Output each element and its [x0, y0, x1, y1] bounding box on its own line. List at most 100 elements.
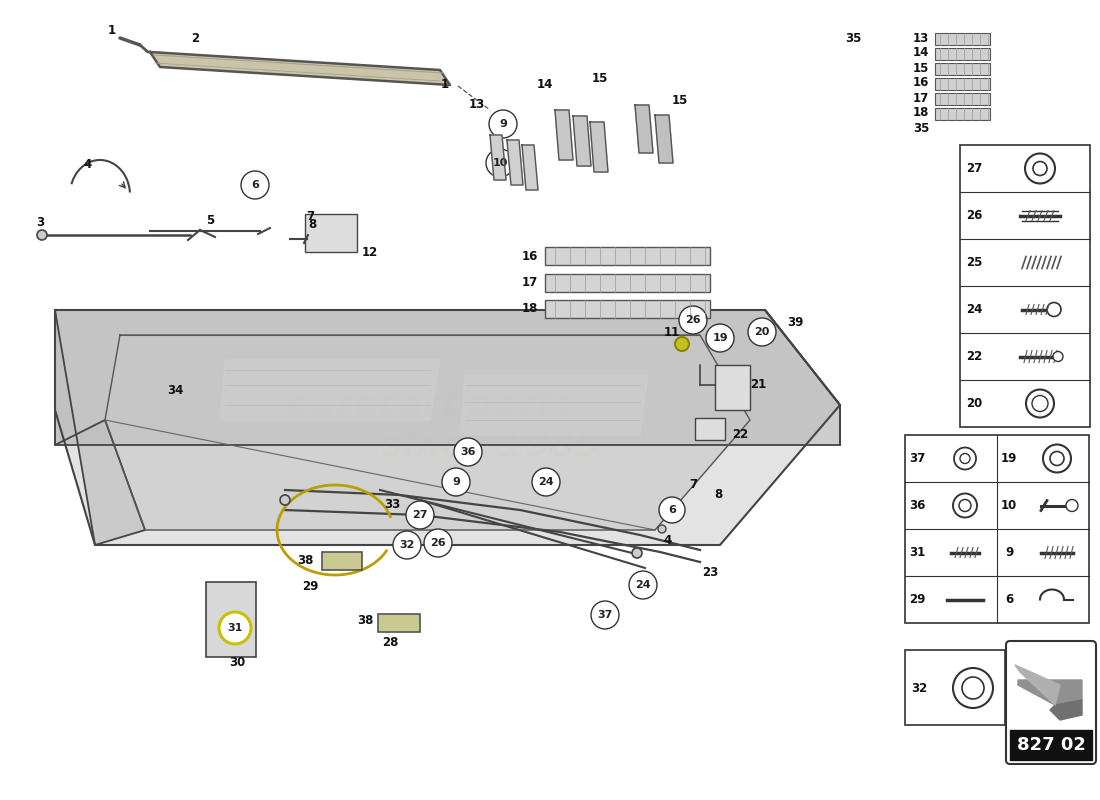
- Polygon shape: [55, 310, 145, 545]
- Polygon shape: [1015, 665, 1060, 705]
- Bar: [322, 552, 362, 570]
- Bar: [905, 435, 1089, 623]
- Polygon shape: [55, 310, 840, 545]
- Text: 827 02: 827 02: [1016, 736, 1086, 754]
- Text: 9: 9: [499, 119, 507, 129]
- Text: 38: 38: [356, 614, 373, 626]
- Text: 34: 34: [167, 383, 184, 397]
- Text: 24: 24: [635, 580, 651, 590]
- Circle shape: [424, 529, 452, 557]
- Text: 10: 10: [493, 158, 508, 168]
- Text: 4: 4: [84, 158, 92, 171]
- Bar: [935, 48, 990, 60]
- Circle shape: [1043, 445, 1071, 473]
- Bar: [935, 78, 990, 90]
- FancyBboxPatch shape: [1006, 641, 1096, 764]
- Circle shape: [679, 306, 707, 334]
- Text: 15: 15: [592, 71, 608, 85]
- Text: 13: 13: [469, 98, 485, 111]
- Text: 8: 8: [714, 489, 722, 502]
- Bar: [544, 247, 710, 265]
- Bar: [1010, 730, 1092, 760]
- Text: 37: 37: [597, 610, 613, 620]
- Polygon shape: [522, 145, 538, 190]
- Text: 39: 39: [786, 315, 803, 329]
- Bar: [206, 582, 256, 657]
- Polygon shape: [590, 122, 608, 172]
- Text: 26: 26: [430, 538, 446, 548]
- Circle shape: [629, 571, 657, 599]
- Circle shape: [962, 677, 984, 699]
- Circle shape: [960, 454, 970, 463]
- Text: 3: 3: [36, 215, 44, 229]
- Text: 28: 28: [382, 635, 398, 649]
- Text: 7: 7: [689, 478, 697, 491]
- Circle shape: [675, 337, 689, 351]
- Text: 5: 5: [206, 214, 214, 226]
- Circle shape: [591, 601, 619, 629]
- Text: 33: 33: [384, 498, 400, 510]
- Text: 21: 21: [750, 378, 766, 390]
- Text: 6: 6: [251, 180, 258, 190]
- Circle shape: [658, 525, 666, 533]
- Polygon shape: [104, 335, 750, 530]
- Text: 7: 7: [306, 210, 315, 223]
- Circle shape: [219, 612, 251, 644]
- Bar: [935, 33, 990, 45]
- Text: 26: 26: [966, 209, 982, 222]
- Text: 15: 15: [913, 62, 930, 74]
- Text: 23: 23: [702, 566, 718, 578]
- Circle shape: [953, 668, 993, 708]
- Text: 35: 35: [913, 122, 930, 134]
- Polygon shape: [635, 105, 653, 153]
- Text: 14: 14: [537, 78, 553, 91]
- Circle shape: [37, 230, 47, 240]
- Text: 27: 27: [966, 162, 982, 175]
- Circle shape: [632, 548, 642, 558]
- Bar: [544, 274, 710, 292]
- Bar: [935, 108, 990, 120]
- Polygon shape: [1018, 680, 1082, 705]
- Circle shape: [959, 499, 971, 511]
- Bar: [378, 614, 420, 632]
- Text: 32: 32: [911, 682, 927, 694]
- Circle shape: [490, 110, 517, 138]
- Text: 37: 37: [909, 452, 925, 465]
- Text: 16: 16: [521, 250, 538, 262]
- Polygon shape: [150, 52, 450, 85]
- Text: 8: 8: [308, 218, 316, 231]
- Polygon shape: [556, 110, 573, 160]
- Text: 31: 31: [228, 623, 243, 633]
- Text: 20: 20: [755, 327, 770, 337]
- Text: 18: 18: [521, 302, 538, 315]
- Polygon shape: [55, 310, 840, 445]
- Bar: [935, 63, 990, 75]
- Text: eurocarbparts: eurocarbparts: [285, 388, 574, 422]
- Text: 20: 20: [966, 397, 982, 410]
- Text: 32: 32: [399, 540, 415, 550]
- Text: 9: 9: [452, 477, 460, 487]
- Circle shape: [1026, 390, 1054, 418]
- Text: 29: 29: [301, 581, 318, 594]
- Circle shape: [1047, 302, 1062, 317]
- Circle shape: [748, 318, 775, 346]
- Text: 24: 24: [538, 477, 553, 487]
- Bar: [905, 650, 1005, 725]
- Bar: [305, 214, 358, 252]
- Polygon shape: [460, 375, 648, 435]
- Text: 19: 19: [712, 333, 728, 343]
- Text: 31: 31: [909, 546, 925, 559]
- Text: 22: 22: [732, 429, 748, 442]
- Text: 16: 16: [913, 77, 930, 90]
- Text: 1: 1: [441, 78, 449, 90]
- Circle shape: [393, 531, 421, 559]
- Circle shape: [954, 447, 976, 470]
- Circle shape: [953, 494, 977, 518]
- Circle shape: [280, 495, 290, 505]
- Text: 22: 22: [966, 350, 982, 363]
- Text: 2: 2: [191, 31, 199, 45]
- Text: 17: 17: [913, 91, 930, 105]
- Text: 9: 9: [1005, 546, 1013, 559]
- Circle shape: [406, 501, 434, 529]
- Text: 19: 19: [1001, 452, 1018, 465]
